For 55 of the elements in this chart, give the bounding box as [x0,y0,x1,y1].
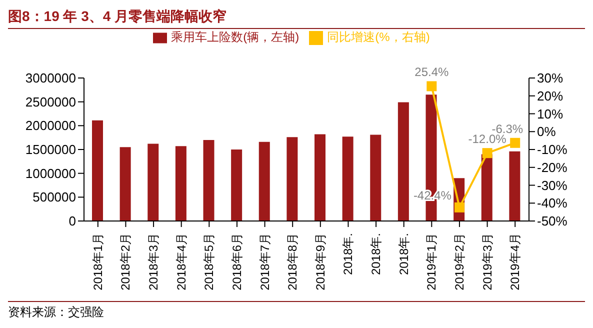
y-tick-label: 1000000 [25,166,76,181]
y-tick-label: 1500000 [25,142,76,157]
point [482,148,492,158]
point [454,202,464,212]
y-tick-label: 2000000 [25,118,76,134]
legend-label: 同比增速(%，右轴) [327,30,430,44]
bar [175,146,186,221]
bar [509,151,520,221]
x-tick-label: 2018年8月 [286,233,300,290]
y2-tick-label: 20% [537,88,564,104]
bar [231,150,242,221]
legend-label: 乘用车上险数(辆，左轴) [171,30,300,44]
bar [203,140,214,221]
x-tick-label: 2019年4月 [508,233,522,290]
point [426,81,437,92]
bar [120,147,131,221]
bar [258,142,270,221]
y-tick-label: 3000000 [25,70,76,86]
text: 资料来源：交强险 [8,304,585,321]
x-tick-label: 2019年3月 [480,233,494,290]
y-tick-label: 0 [68,214,76,228]
x-tick-label: 2018年. [396,233,411,276]
x-tick-label: 2018年4月 [174,233,188,290]
y2-tick-label: -50% [537,214,568,229]
x-tick-label: 2018年. [341,233,356,276]
bar [148,144,159,221]
x-tick-label: 2018年3月 [146,233,161,290]
bar [370,134,382,221]
chart-title: 图8：19 年 3、4 月零售端降幅收窄 [8,8,585,29]
y2-tick-label: -30% [537,178,568,193]
y2-tick-label: 10% [537,106,564,122]
x-tick-label: 2019年1月 [424,233,439,290]
point [510,138,520,148]
x-tick-label: 2018年9月 [313,233,328,290]
bar [398,102,409,221]
x-tick-label: 2018年. [369,233,384,276]
bar [342,136,354,221]
x-tick-label: 2018年6月 [230,233,244,290]
y2-tick-label: -10% [537,142,568,158]
y2-tick-label: -20% [537,160,568,175]
y2-tick-label: -40% [537,196,568,211]
x-tick-label: 2018年2月 [118,233,133,290]
x-tick-label: 2019年2月 [452,233,466,290]
bar [481,154,492,221]
y-tick-label: 500000 [32,190,76,205]
data-label: 25.4% [414,65,449,80]
x-tick-label: 2018年5月 [202,233,216,290]
bar [314,134,326,221]
y2-tick-label: 30% [537,70,564,86]
bar [92,120,103,221]
x-tick-label: 2018年1月 [90,233,105,290]
y-tick-label: 2500000 [25,94,76,110]
x-tick-label: 2018年7月 [258,233,272,290]
y2-tick-label: 0% [537,124,556,140]
bar [286,137,298,221]
